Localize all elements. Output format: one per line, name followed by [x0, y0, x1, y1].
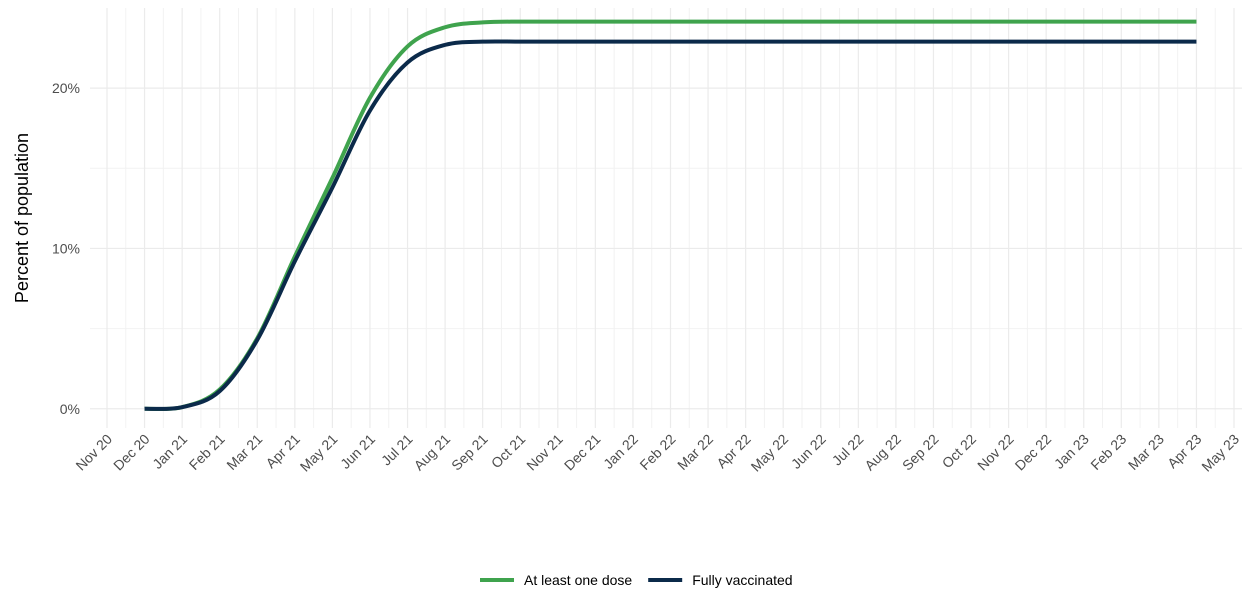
x-tick-label: Aug 22: [861, 431, 904, 474]
y-tick-label: 10%: [52, 240, 80, 256]
x-tick-label: May 21: [297, 431, 341, 475]
x-tick-label: Jan 23: [1051, 431, 1092, 472]
x-tick-label: Apr 23: [1164, 431, 1205, 472]
x-tick-label: Aug 21: [411, 431, 454, 474]
x-tick-label: Oct 22: [939, 431, 980, 472]
y-tick-label: 0%: [60, 401, 80, 417]
x-tick-label: Feb 22: [636, 431, 678, 473]
x-tick-label: Jun 21: [337, 431, 378, 472]
data-line: [144, 39, 1197, 411]
x-tick-label: Oct 21: [488, 431, 529, 472]
x-tick-label: Mar 22: [674, 431, 716, 473]
x-tick-label: Apr 21: [262, 431, 303, 472]
x-tick-label: Jun 22: [788, 431, 829, 472]
x-tick-label: Mar 23: [1125, 431, 1167, 473]
x-tick-label: Sep 22: [899, 431, 942, 474]
x-tick-label: Apr 22: [713, 431, 754, 472]
x-tick-label: Jan 22: [600, 431, 641, 472]
x-tick-label: Nov 20: [72, 431, 115, 474]
legend-label: Fully vaccinated: [692, 572, 792, 588]
x-tick-label: Jan 21: [149, 431, 190, 472]
x-tick-label: May 22: [748, 431, 792, 475]
x-tick-label: Dec 21: [561, 431, 604, 474]
x-tick-label: Sep 21: [448, 431, 491, 474]
x-tick-label: Nov 22: [974, 431, 1017, 474]
x-tick-label: Dec 20: [110, 431, 153, 474]
legend-label: At least one dose: [524, 572, 632, 588]
data-line: [144, 19, 1197, 412]
y-tick-label: 20%: [52, 80, 80, 96]
x-tick-label: Feb 21: [186, 431, 228, 473]
x-tick-label: Mar 21: [223, 431, 265, 473]
x-tick-label: Nov 21: [523, 431, 566, 474]
x-tick-label: Feb 23: [1087, 431, 1129, 473]
x-tick-label: Dec 22: [1012, 431, 1055, 474]
x-tick-label: May 23: [1198, 431, 1242, 475]
y-axis-label: Percent of population: [12, 133, 32, 303]
